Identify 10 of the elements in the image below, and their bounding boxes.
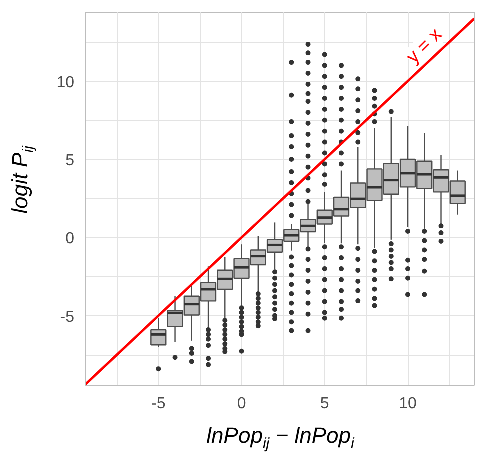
- y-tick-label: -5: [60, 308, 75, 326]
- x-tick-label: 10: [399, 396, 418, 412]
- x-tick-label: 0: [237, 396, 246, 412]
- x-axis-title: lnPop$_{ij}$ − lnPop$_{i}$: [206, 422, 356, 454]
- x-tick-label: 5: [320, 396, 330, 412]
- y-tick-label: 0: [66, 230, 75, 248]
- annotation: y = x: [402, 24, 447, 68]
- y-tick-label: 10: [56, 74, 75, 92]
- y-tick-label: 5: [66, 152, 75, 170]
- x-tick-label: -5: [152, 396, 166, 412]
